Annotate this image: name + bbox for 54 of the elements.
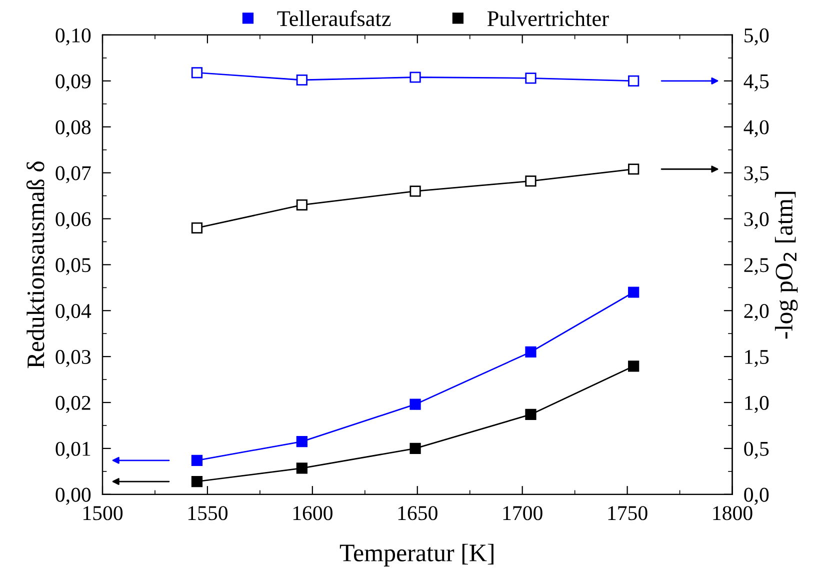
- y2-tick-label: 1,5: [745, 350, 769, 367]
- y2-tick-label: 4,5: [744, 74, 769, 92]
- y2-tick-label: 2,5: [744, 258, 769, 276]
- y-tick-label: 0,02: [56, 396, 90, 413]
- y2-tick-label: 1,0: [745, 396, 769, 413]
- y-tick-label: 0,06: [56, 212, 91, 230]
- x-tick-label: 1700: [503, 506, 542, 520]
- y-tick-label: 0,05: [56, 258, 91, 276]
- x-tick-label: 1600: [293, 506, 332, 520]
- y2-tick-label: 3,5: [744, 166, 769, 184]
- y-tick-label: 0,10: [56, 28, 91, 46]
- legend-label: Pulvertrichter: [487, 10, 609, 26]
- point: [410, 186, 421, 197]
- y2-tick-label: 0,5: [744, 442, 769, 459]
- y2-tick-label: 2,0: [744, 304, 769, 322]
- x-tick-label: 1800: [713, 506, 752, 520]
- x-tick-label: 1500: [84, 506, 123, 520]
- point: [525, 346, 536, 358]
- x-tick-label: 1750: [608, 506, 648, 520]
- point: [296, 462, 308, 474]
- y-tick-label: 0,00: [56, 488, 91, 505]
- y-tick-label: 0,09: [56, 74, 91, 92]
- point: [628, 360, 640, 372]
- point: [628, 164, 640, 175]
- point: [296, 199, 308, 211]
- legend-label: Telleraufsatz: [277, 10, 391, 26]
- point: [296, 436, 308, 448]
- point: [410, 72, 421, 83]
- y-tick-label: 0,04: [56, 304, 92, 322]
- point: [410, 398, 421, 410]
- point: [410, 442, 421, 454]
- y-tick-label: 0,08: [56, 120, 91, 138]
- point: [525, 72, 536, 84]
- y2-tick-label: 5,0: [744, 28, 769, 46]
- y-axis-title: Reduktionsausmaß δ: [26, 161, 44, 368]
- point: [191, 222, 203, 234]
- point: [191, 67, 203, 78]
- point: [191, 476, 203, 488]
- y2-tick-label: 4,0: [744, 120, 769, 138]
- point: [191, 454, 203, 466]
- y2-tick-label: 0,0: [744, 488, 769, 505]
- y-tick-label: 0,07: [56, 166, 91, 184]
- y-tick-label: 0,03: [56, 350, 91, 367]
- x-tick-label: 1550: [188, 506, 228, 520]
- y-tick-label: 0,01: [56, 442, 90, 459]
- x-tick-label: 1650: [398, 506, 438, 520]
- y2-axis-title: -log pO$_{2}$ [atm]: [774, 192, 798, 339]
- point: [525, 408, 536, 420]
- y2-tick-label: 3,0: [744, 212, 769, 230]
- point: [525, 176, 536, 187]
- point: [628, 286, 640, 298]
- point: [296, 74, 308, 86]
- point: [628, 75, 640, 86]
- x-axis-title: Temperatur [K]: [340, 544, 494, 567]
